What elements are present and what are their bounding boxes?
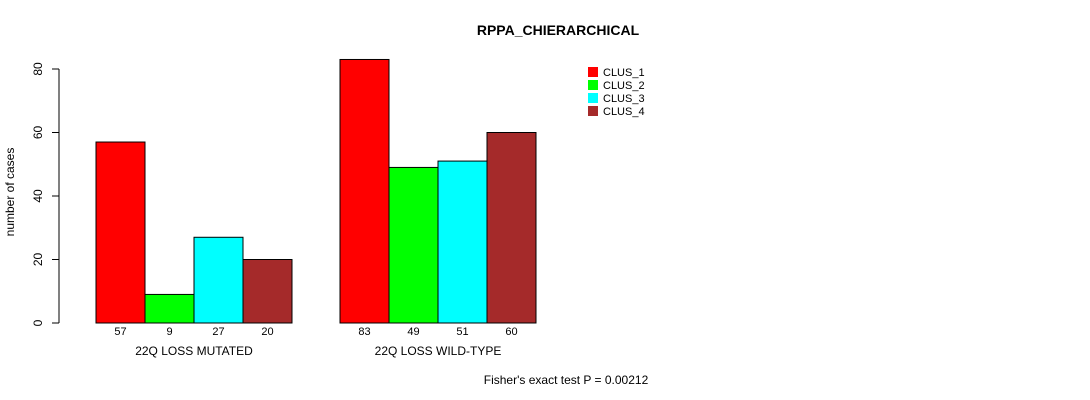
legend-label: CLUS_2 (603, 80, 645, 92)
chart-title: RPPA_CHIERARCHICAL (477, 22, 640, 38)
bar-value-label: 60 (505, 326, 517, 338)
bar-clus-3-group-1 (193, 236, 244, 324)
bar-clus-1-group-1 (95, 141, 146, 324)
legend-label: CLUS_4 (603, 106, 645, 118)
y-tick-label: 80 (31, 62, 45, 76)
bar-value-label: 20 (261, 326, 273, 338)
bar-value-label: 83 (358, 326, 370, 338)
bar-clus-1-group-2 (339, 58, 390, 324)
y-tick-label: 60 (31, 126, 45, 140)
legend-swatch (588, 80, 598, 90)
bar-value-labels: 57 9 27 20 83 49 51 60 (114, 326, 517, 338)
bars-layer (95, 58, 537, 324)
legend-swatch (588, 93, 598, 103)
bar-clus-3-group-2 (437, 160, 488, 324)
y-axis: 0 20 40 60 80 (31, 62, 60, 326)
legend-label: CLUS_1 (603, 67, 645, 79)
group-labels: 22Q LOSS MUTATED 22Q LOSS WILD-TYPE (135, 344, 501, 358)
bar-value-label: 49 (407, 326, 419, 338)
bar-value-label: 9 (166, 326, 172, 338)
bar-clus-4-group-2 (486, 132, 537, 324)
legend-label: CLUS_3 (603, 93, 645, 105)
y-tick-label: 40 (31, 189, 45, 203)
bar-clus-2-group-2 (388, 166, 439, 324)
bar-clus-4-group-1 (242, 259, 293, 324)
group-label: 22Q LOSS MUTATED (135, 344, 253, 358)
legend-swatch (588, 67, 598, 77)
bar-clus-2-group-1 (144, 293, 195, 324)
fisher-test-footnote: Fisher's exact test P = 0.00212 (484, 373, 649, 387)
legend-swatch (588, 106, 598, 116)
bar-value-label: 57 (114, 326, 126, 338)
y-tick-label: 0 (31, 319, 45, 326)
bar-value-label: 51 (456, 326, 468, 338)
y-tick-label: 20 (31, 253, 45, 267)
y-axis-label: number of cases (3, 148, 17, 237)
bar-value-label: 27 (212, 326, 224, 338)
group-label: 22Q LOSS WILD-TYPE (375, 344, 502, 358)
